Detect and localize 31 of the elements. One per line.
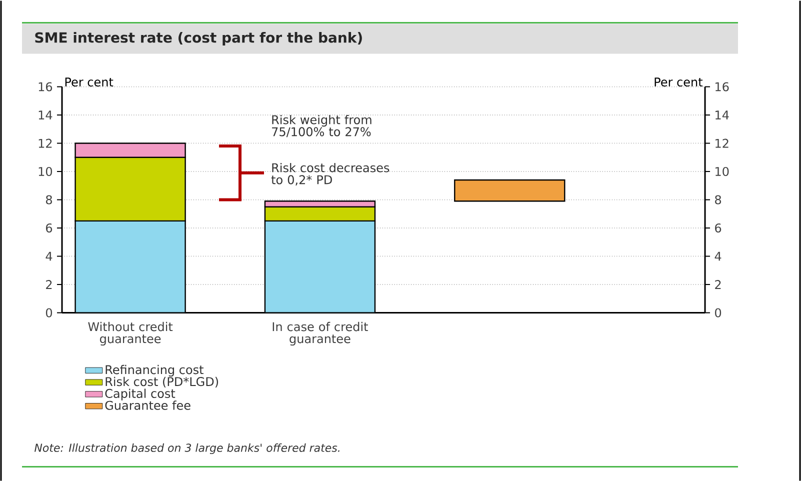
legend-label: Guarantee fee — [105, 400, 190, 410]
y-tick-label: 0 — [46, 308, 52, 318]
x-tick-label: In case of credit guarantee — [272, 322, 368, 346]
y-tick-label: 14 — [38, 110, 52, 120]
bar — [454, 179, 566, 202]
legend-label: Risk cost (PD*LGD) — [106, 376, 218, 388]
annotation: Risk cost decreases to 0,2* PD — [271, 162, 390, 186]
annotation: Risk weight from 75/100% to 27% — [272, 114, 372, 137]
legend-label: Capital cost — [105, 388, 176, 400]
chart-title: SME interest rate (cost part for the bank) — [35, 32, 362, 46]
y2-tick-label: 14 — [716, 110, 729, 120]
y-tick-label: 6 — [46, 223, 52, 232]
y-tick-label: 2 — [46, 280, 52, 289]
y-tick-label: 4 — [46, 252, 52, 260]
y-tick-label: 8 — [46, 194, 52, 204]
y-tick-label: 12 — [38, 138, 52, 148]
y-tick-label: 10 — [38, 166, 52, 176]
y2-tick-label: 10 — [716, 166, 729, 176]
y2-axis-title: Per cent — [654, 77, 703, 86]
y2-tick-label: 8 — [715, 194, 722, 204]
legend-label: Refinancing cost — [106, 364, 204, 376]
y2-tick-label: 12 — [716, 138, 728, 148]
y-tick-label: 16 — [38, 82, 52, 92]
y2-tick-label: 4 — [714, 252, 722, 260]
y2-tick-label: 0 — [715, 308, 722, 318]
y2-tick-label: 16 — [716, 82, 729, 92]
text: Note: Illustration based on 3 large banks' offered rates. — [34, 443, 340, 454]
x-tick-label: Without credit guarantee — [88, 322, 173, 346]
y2-tick-label: 6 — [715, 223, 722, 232]
y-axis-title: Per cent — [65, 77, 114, 86]
y2-tick-label: 2 — [715, 280, 721, 289]
